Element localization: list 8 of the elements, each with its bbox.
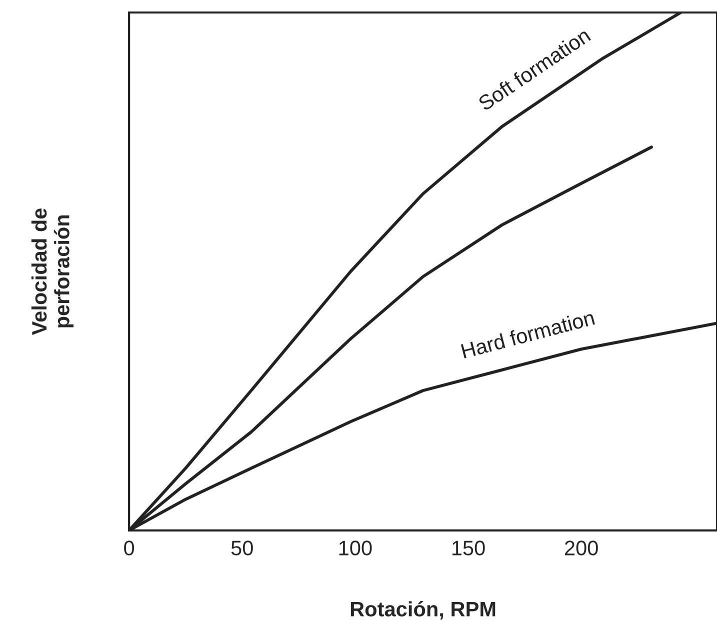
- text: Hard formation: [460, 310, 595, 359]
- x-tick-label: 200: [564, 540, 598, 556]
- x-tick-label: 100: [339, 540, 372, 556]
- x-tick-label: 150: [452, 540, 485, 556]
- x-tick-label: 50: [231, 540, 253, 556]
- x-tick-label: 0: [124, 540, 134, 556]
- x-axis-title: Rotación, RPM: [350, 601, 496, 620]
- y-axis-title: Velocidad de perforación: [31, 208, 74, 335]
